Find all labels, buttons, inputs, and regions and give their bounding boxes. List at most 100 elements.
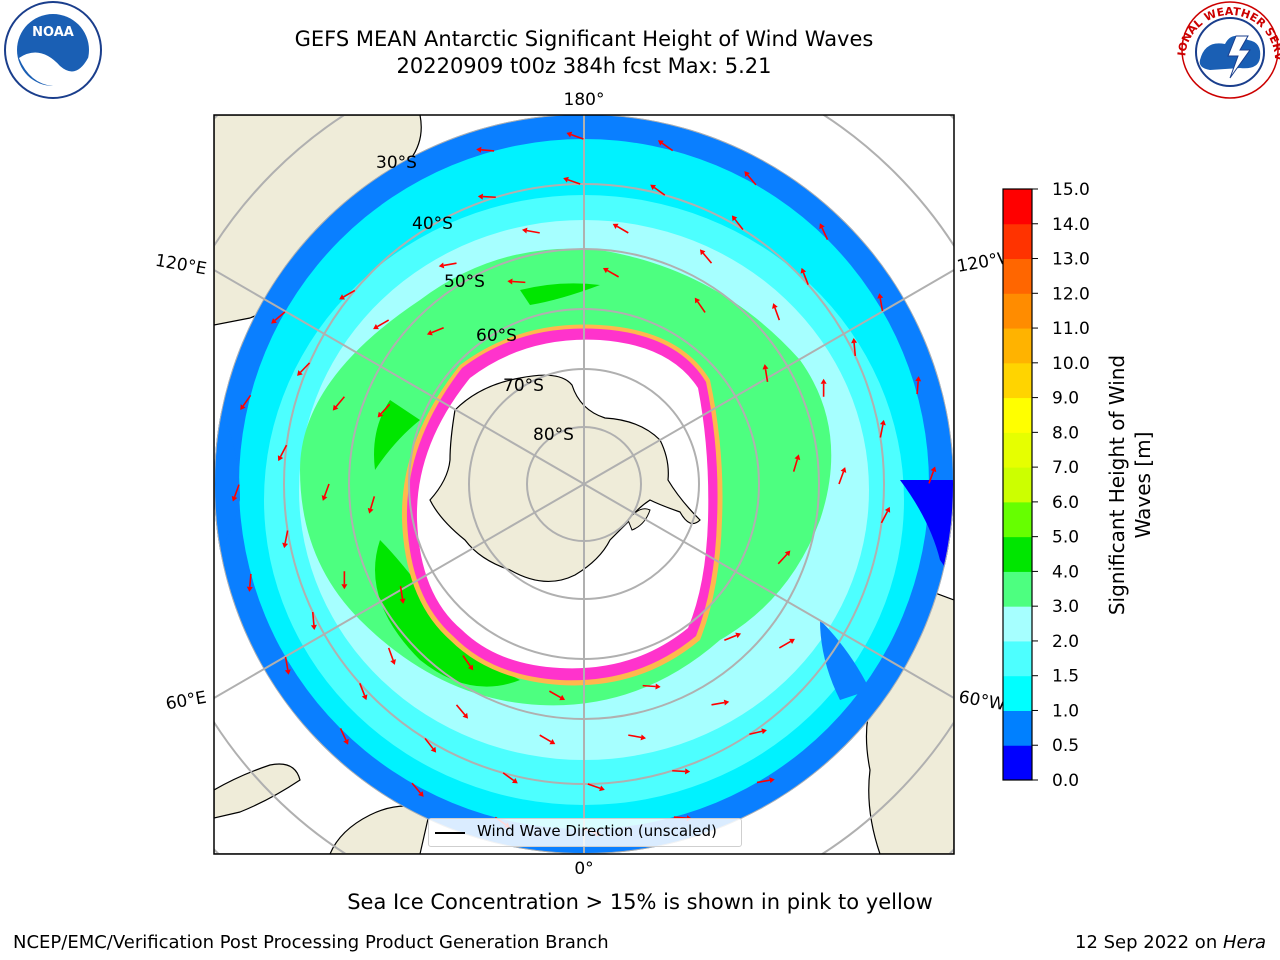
- wind-wave-arrowhead: [731, 215, 738, 222]
- wind-wave-arrow: [284, 530, 289, 544]
- wind-wave-arrow: [792, 458, 799, 472]
- lat-label-40: 40°S: [412, 214, 453, 234]
- wind-wave-arrowhead: [930, 466, 937, 473]
- wind-wave-arrows: [231, 131, 937, 837]
- colorbar-segment: [1003, 223, 1032, 260]
- wind-wave-arrow: [369, 496, 376, 510]
- wind-wave-arrowhead: [332, 404, 339, 411]
- colorbar-tick-label: 1.5: [1052, 667, 1079, 687]
- colorbar-segment: [1003, 362, 1032, 399]
- colorbar-segment: [1003, 189, 1032, 225]
- colorbar-tick-label: 9.0: [1052, 389, 1079, 409]
- wind-wave-arrowhead: [511, 778, 518, 784]
- wind-wave-arrowhead: [467, 664, 474, 671]
- wind-wave-arrowhead: [477, 193, 483, 200]
- colorbar-segment: [1003, 467, 1032, 503]
- colorbar-segment: [1003, 328, 1032, 364]
- wind-wave-arrowhead: [761, 728, 767, 735]
- wind-wave-arrowhead: [762, 364, 769, 370]
- wind-wave-arrow: [462, 655, 472, 667]
- colorbar-tick-label: 3.0: [1052, 597, 1079, 617]
- wind-wave-arrow: [916, 381, 920, 395]
- wind-wave-arrow: [339, 728, 347, 741]
- wind-wave-arrow: [411, 782, 422, 794]
- wind-wave-arrowhead: [599, 785, 605, 792]
- wind-wave-arrow: [424, 737, 434, 750]
- colorbar-tick-label: 6.0: [1052, 493, 1079, 513]
- wind-wave-arrowhead: [640, 734, 647, 741]
- wind-wave-arrow: [724, 634, 737, 641]
- noaa-logo: NOAA: [4, 1, 102, 99]
- title-line-2: 20220909 t00z 384h fcst Max: 5.21: [396, 54, 772, 78]
- lon-label-60w: 60°W: [957, 687, 1007, 715]
- colorbar-tick-label: 7.0: [1052, 458, 1079, 478]
- wind-wave-arrowhead: [549, 739, 556, 745]
- graticule: [214, 115, 954, 854]
- colorbar-segment: [1003, 397, 1032, 433]
- colorbar-segment: [1003, 432, 1032, 468]
- wind-wave-arrowhead: [507, 278, 513, 285]
- wind-wave-arrowhead: [284, 669, 291, 675]
- wind-wave-arrowhead: [884, 506, 891, 513]
- wind-wave-arrow: [284, 656, 289, 670]
- wind-wave-arrow: [481, 148, 495, 152]
- wind-wave-arrowhead: [877, 293, 884, 299]
- wind-wave-arrow: [880, 510, 889, 524]
- wind-wave-arrowhead: [800, 267, 807, 274]
- wind-wave-arrow: [616, 225, 629, 234]
- colorbar-tick-label: 13.0: [1052, 250, 1090, 270]
- wind-wave-arrow: [376, 319, 390, 328]
- wind-wave-arrow: [606, 269, 620, 278]
- wind-wave-arrow: [879, 298, 884, 312]
- wind-wave-arrow: [548, 690, 562, 699]
- wind-wave-arrow: [756, 779, 770, 784]
- colorbar-tick-label: 5.0: [1052, 528, 1079, 548]
- colorbar-tick-label: 1.0: [1052, 701, 1079, 721]
- colorbar-segment: [1003, 258, 1032, 294]
- wind-wave-arrow: [502, 772, 515, 782]
- wind-wave-arrow: [821, 227, 829, 240]
- nws-logo: NATIONAL WEATHER SERVICE: [0, 0, 1280, 99]
- footer-date-text: 12 Sep 2022 on: [1075, 932, 1223, 953]
- wind-wave-arrowhead: [430, 746, 437, 753]
- legend-line-icon: [435, 832, 465, 834]
- legend-label: Wind Wave Direction (unscaled): [477, 822, 717, 840]
- wind-wave-arrowhead: [784, 550, 791, 557]
- wind-wave-arrowhead: [361, 694, 368, 701]
- colorbar-tick-label: 15.0: [1052, 180, 1090, 200]
- lat-label-60: 60°S: [476, 326, 517, 346]
- wind-wave-arrowhead: [655, 683, 661, 690]
- wind-wave-arrowhead: [772, 303, 778, 309]
- wind-wave-arrowhead: [341, 584, 348, 590]
- wind-wave-arrowhead: [650, 184, 657, 190]
- wind-wave-arrowhead: [377, 411, 384, 418]
- wind-wave-arrowhead: [699, 249, 706, 256]
- lon-label-60e: 60°E: [164, 688, 208, 715]
- colorbar-tick-label: 12.0: [1052, 284, 1090, 304]
- colorbar-tick-label: 14.0: [1052, 215, 1090, 235]
- wind-wave-arrow: [642, 684, 656, 688]
- wind-wave-arrowhead: [819, 223, 825, 230]
- wind-wave-arrowhead: [685, 768, 691, 775]
- wind-wave-arrowhead: [563, 176, 569, 183]
- wind-wave-arrow: [570, 133, 584, 140]
- wind-wave-arrow: [567, 178, 581, 185]
- wind-wave-arrowhead: [339, 294, 345, 300]
- colorbar-segment: [1003, 571, 1032, 607]
- wind-wave-arrowhead: [657, 140, 664, 146]
- wind-wave-arrow: [711, 701, 725, 706]
- wind-wave-arrowhead: [390, 659, 396, 665]
- wind-wave-arrow: [853, 342, 857, 356]
- footer-date: 12 Sep 2022 on Hera: [1075, 932, 1266, 953]
- colorbar-tick-label: 10.0: [1052, 354, 1090, 374]
- nws-logo-text: NATIONAL WEATHER SERVICE: [0, 0, 1280, 62]
- title-line-1: GEFS MEAN Antarctic Significant Height o…: [294, 27, 874, 51]
- wind-wave-arrow: [399, 585, 404, 600]
- wind-wave-arrow: [696, 301, 706, 313]
- wind-wave-arrow: [628, 734, 642, 739]
- wind-wave-arrowhead: [321, 495, 328, 501]
- lat-label-80: 80°S: [533, 425, 574, 445]
- wind-wave-arrowhead: [851, 337, 858, 344]
- colorbar-segment: [1003, 501, 1032, 538]
- wind-wave-arrowhead: [418, 791, 424, 797]
